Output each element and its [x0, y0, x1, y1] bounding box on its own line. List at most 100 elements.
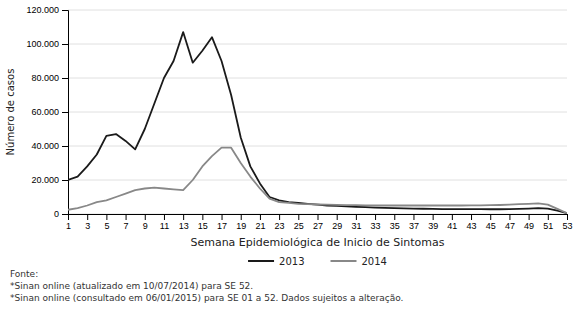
footnote: Fonte:: [10, 269, 38, 279]
tick-label: 43: [467, 221, 477, 231]
tick-label: 51: [543, 221, 553, 231]
x-tick: 45: [486, 214, 496, 231]
tick-mark: [433, 214, 434, 220]
grid: [68, 10, 567, 214]
tick-mark: [164, 214, 165, 220]
tick-mark: [62, 214, 68, 215]
x-tick: 27: [313, 214, 323, 231]
tick-label: 27: [313, 221, 323, 231]
footnote: *Sinan online (consultado em 06/01/2015)…: [10, 293, 403, 303]
x-tick: 11: [160, 214, 169, 231]
tick-label: 7: [124, 221, 129, 231]
x-tick: 5: [104, 214, 109, 231]
y-tick: 80.000: [31, 73, 68, 83]
tick-label: 53: [562, 221, 572, 231]
x-tick: 13: [179, 214, 189, 231]
tick-mark: [298, 214, 299, 220]
tick-mark: [62, 78, 68, 79]
tick-mark: [279, 214, 280, 220]
tick-label: 39: [428, 221, 438, 231]
tick-label: 23: [275, 221, 285, 231]
x-tick: 9: [143, 214, 148, 231]
axis-domain: [62, 11, 69, 215]
grid-line: [68, 10, 567, 11]
x-tick: 33: [371, 214, 381, 231]
tick-mark: [222, 214, 223, 220]
tick-label: 20.000: [31, 175, 59, 185]
tick-label: 100.000: [26, 39, 59, 49]
tick-mark: [452, 214, 453, 220]
x-tick: 25: [294, 214, 304, 231]
tick-mark: [529, 214, 530, 220]
footnote: *Sinan online (atualizado em 10/07/2014)…: [10, 281, 253, 291]
y-tick: 20.000: [31, 175, 68, 185]
tick-label: 33: [371, 221, 381, 231]
tick-label: 45: [486, 221, 496, 231]
tick-mark: [548, 214, 549, 220]
tick-label: 11: [160, 221, 169, 231]
x-tick: 37: [409, 214, 419, 231]
legend: 2013 2014: [248, 256, 387, 267]
tick-mark: [87, 214, 88, 220]
y-axis-title: Número de casos: [5, 69, 16, 156]
tick-label: 5: [104, 221, 109, 231]
tick-mark: [62, 44, 68, 45]
tick-mark: [145, 214, 146, 220]
y-axis: 0 20.000 40.000 60.000 80.000 100.000 120.000: [26, 5, 68, 219]
tick-mark: [183, 214, 184, 220]
x-tick: 3: [85, 214, 90, 231]
legend-label: 2014: [362, 256, 387, 267]
tick-label: 13: [179, 221, 189, 231]
tick-mark: [356, 214, 357, 220]
tick-label: 80.000: [31, 73, 59, 83]
tick-mark: [394, 214, 395, 220]
y-tick: 40.000: [31, 141, 68, 151]
series-line: [68, 148, 567, 213]
plot-area: 1357911131517192123252729313335373941434…: [26, 5, 572, 231]
tick-mark: [318, 214, 319, 220]
chart: 1357911131517192123252729313335373941434…: [0, 0, 583, 314]
tick-mark: [106, 214, 107, 220]
tick-mark: [509, 214, 510, 220]
tick-mark: [337, 214, 338, 220]
tick-label: 47: [505, 221, 515, 231]
tick-label: 17: [217, 221, 227, 231]
tick-label: 21: [255, 221, 265, 231]
x-axis: 1357911131517192123252729313335373941434…: [66, 214, 573, 231]
tick-mark: [126, 214, 127, 220]
tick-label: 40.000: [31, 141, 59, 151]
tick-mark: [567, 214, 568, 220]
y-tick: 100.000: [26, 39, 68, 49]
y-tick: 60.000: [31, 107, 68, 117]
legend-label: 2013: [279, 256, 304, 267]
tick-label: 35: [390, 221, 400, 231]
legend-swatch: [248, 260, 274, 262]
tick-label: 15: [198, 221, 208, 231]
series-group: [68, 32, 567, 213]
tick-label: 9: [143, 221, 148, 231]
tick-mark: [260, 214, 261, 220]
grid-line: [68, 180, 567, 181]
x-tick: 51: [543, 214, 553, 231]
tick-label: 31: [351, 221, 361, 231]
tick-label: 29: [332, 221, 342, 231]
tick-label: 3: [85, 221, 90, 231]
tick-mark: [62, 146, 68, 147]
x-tick: 53: [562, 214, 572, 231]
x-tick: 31: [351, 214, 361, 231]
tick-label: 25: [294, 221, 304, 231]
tick-label: 19: [236, 221, 246, 231]
x-tick: 49: [524, 214, 534, 231]
legend-swatch: [331, 260, 357, 262]
x-tick: 17: [217, 214, 227, 231]
x-tick: 39: [428, 214, 438, 231]
x-tick: 41: [447, 214, 457, 231]
footnotes: Fonte: *Sinan online (atualizado em 10/07…: [10, 269, 403, 303]
tick-label: 41: [447, 221, 457, 231]
tick-mark: [202, 214, 203, 220]
y-tick: 0: [54, 209, 68, 219]
axis-domain: [69, 215, 568, 221]
tick-label: 120.000: [26, 5, 59, 15]
tick-mark: [62, 112, 68, 113]
tick-label: 0: [54, 209, 59, 219]
